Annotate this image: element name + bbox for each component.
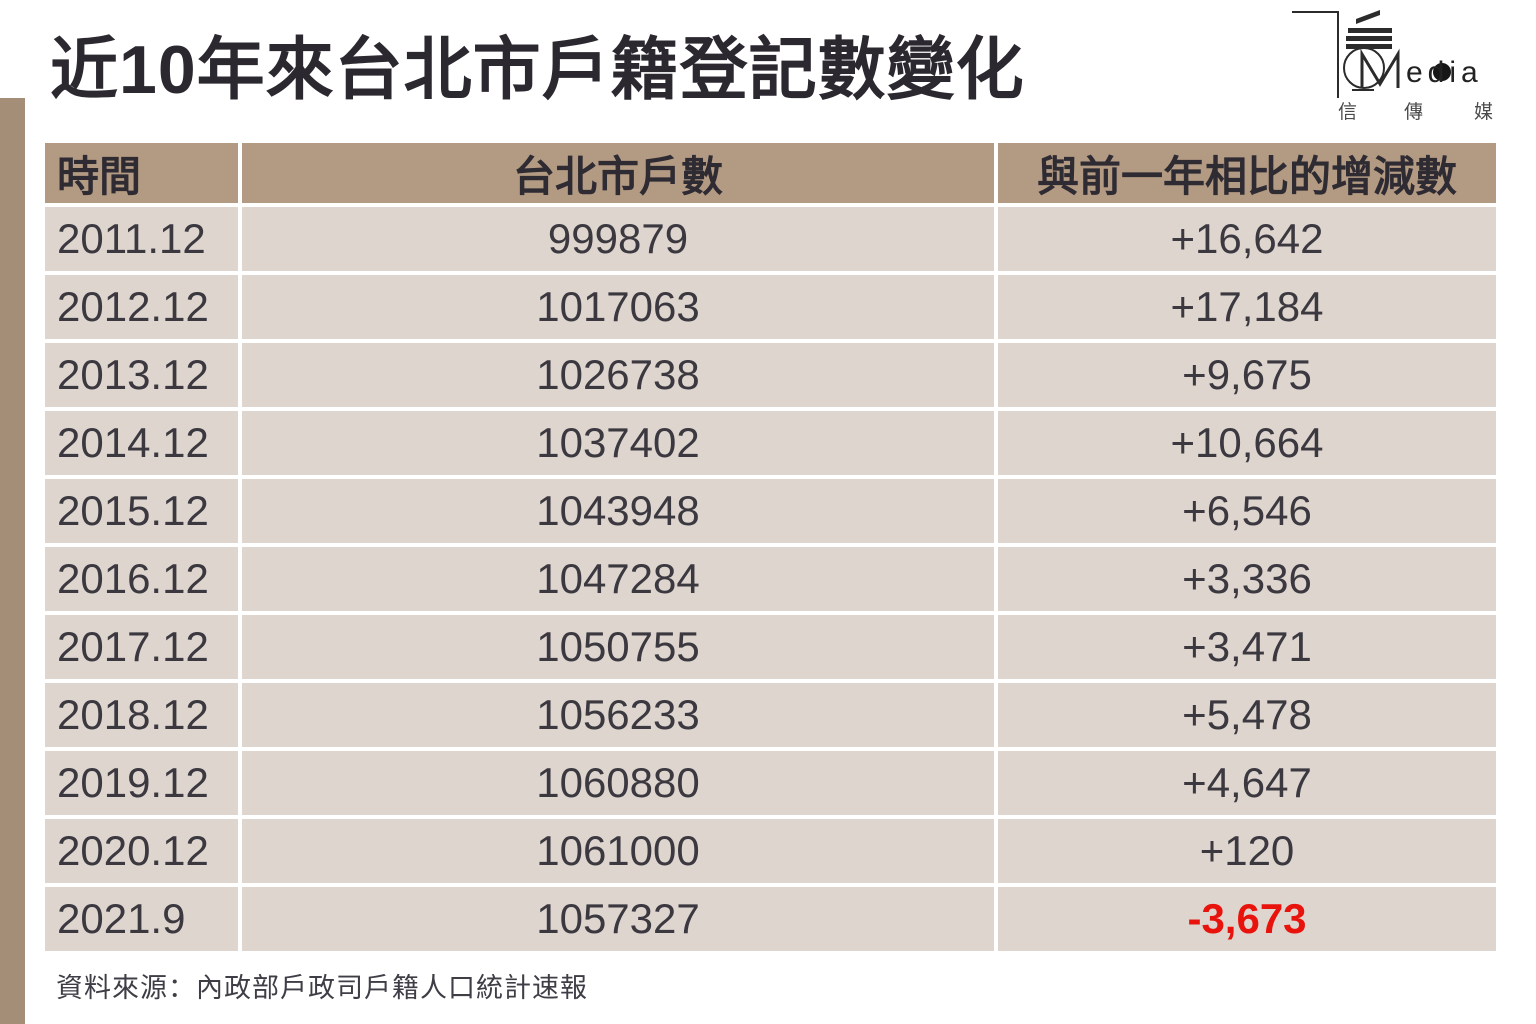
cell-households: 1017063	[242, 275, 994, 339]
cell-time: 2016.12	[45, 547, 238, 611]
cell-households: 1026738	[242, 343, 994, 407]
cell-time: 2021.9	[45, 887, 238, 951]
cell-change: +120	[998, 819, 1496, 883]
header-cell-change: 與前一年相比的增減數	[998, 143, 1496, 203]
logo-cjk-text: 信 傳 媒	[1338, 101, 1493, 123]
cell-households: 999879	[242, 207, 994, 271]
cell-time: 2015.12	[45, 479, 238, 543]
header-cell-time: 時間	[45, 143, 238, 203]
cell-households: 1060880	[242, 751, 994, 815]
cell-change: +5,478	[998, 683, 1496, 747]
logo-speech-lines-icon	[1346, 10, 1392, 49]
cell-time: 2011.12	[45, 207, 238, 271]
cell-change: +4,647	[998, 751, 1496, 815]
cell-change: +9,675	[998, 343, 1496, 407]
household-table: 時間 台北市戶數 與前一年相比的增減數 2011.12 999879 +16,642…	[45, 143, 1496, 951]
cell-households: 1043948	[242, 479, 994, 543]
logo-media-text: edia	[1406, 56, 1483, 89]
cell-time: 2013.12	[45, 343, 238, 407]
cell-change: +3,471	[998, 615, 1496, 679]
header-cell-households: 台北市戶數	[242, 143, 994, 203]
cell-change: +16,642	[998, 207, 1496, 271]
page-title: 近10年來台北市戶籍登記數變化	[50, 32, 1025, 108]
svg-text:媒: 媒	[1474, 101, 1493, 123]
source-note: 資料來源：內政部戶政司戶籍人口統計速報	[56, 973, 588, 1003]
cell-time: 2012.12	[45, 275, 238, 339]
cell-change: +6,546	[998, 479, 1496, 543]
cell-households: 1061000	[242, 819, 994, 883]
cell-time: 2014.12	[45, 411, 238, 475]
left-accent-bar	[0, 98, 25, 1024]
cell-time: 2018.12	[45, 683, 238, 747]
media-logo: edia 信 傳 媒	[1292, 10, 1493, 123]
cell-households: 1047284	[242, 547, 994, 611]
svg-text:信: 信	[1338, 101, 1357, 123]
cell-households: 1056233	[242, 683, 994, 747]
cell-households: 1037402	[242, 411, 994, 475]
cell-households: 1057327	[242, 887, 994, 951]
cell-time: 2017.12	[45, 615, 238, 679]
svg-text:傳: 傳	[1404, 101, 1423, 123]
logo-cm-monogram-icon	[1343, 47, 1400, 91]
cell-households: 1050755	[242, 615, 994, 679]
cell-change: +17,184	[998, 275, 1496, 339]
cell-time: 2020.12	[45, 819, 238, 883]
cell-change: +10,664	[998, 411, 1496, 475]
cell-change: -3,673	[998, 887, 1496, 951]
logo-d-dot-icon	[1433, 63, 1451, 81]
logo-bracket-icon	[1292, 11, 1339, 98]
cell-change: +3,336	[998, 547, 1496, 611]
cell-time: 2019.12	[45, 751, 238, 815]
